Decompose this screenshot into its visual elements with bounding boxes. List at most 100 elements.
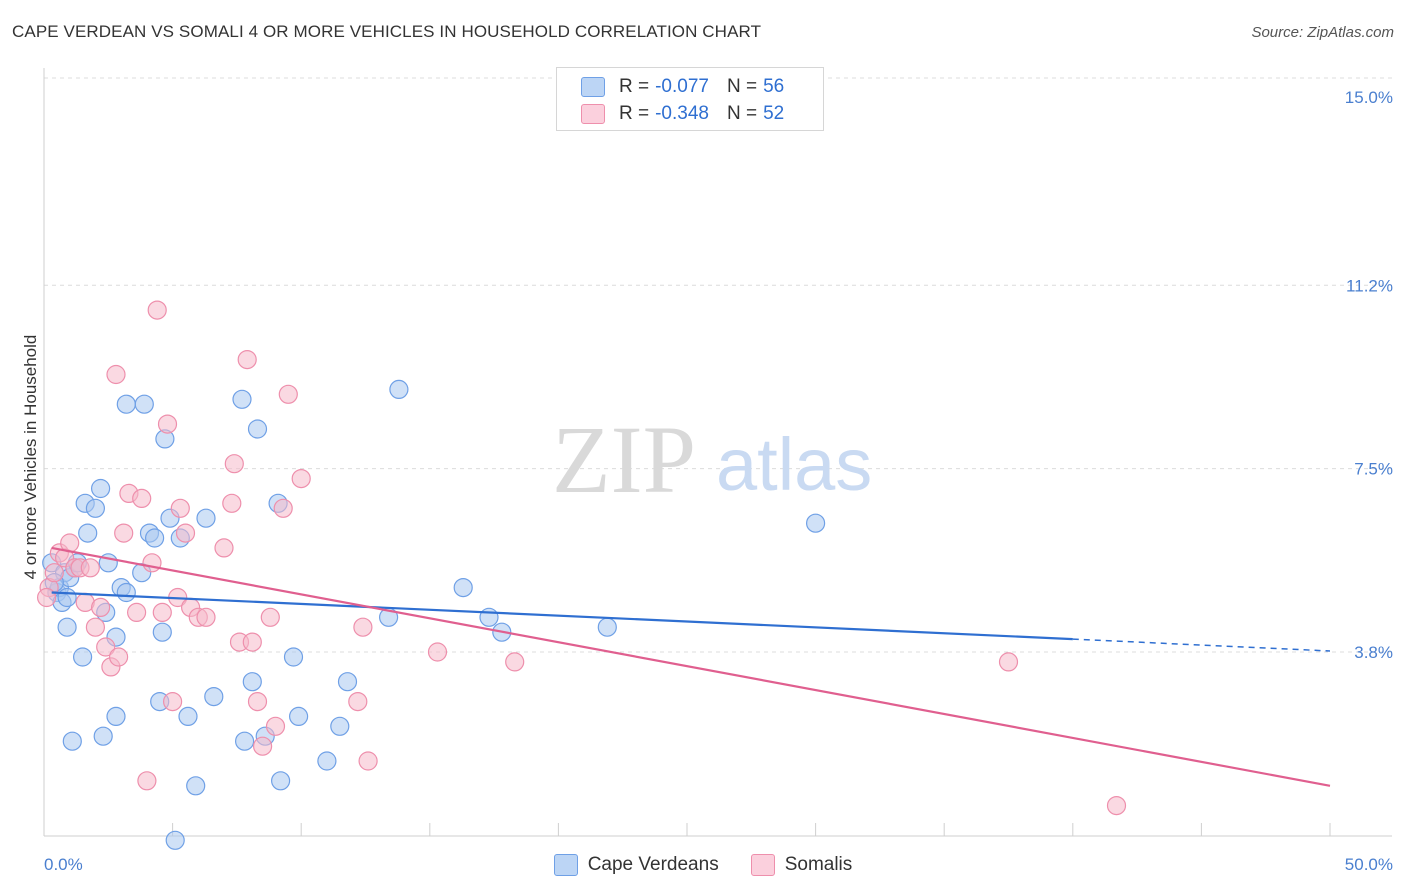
- data-point: [147, 300, 167, 320]
- data-point: [170, 498, 190, 518]
- data-point: [132, 488, 152, 508]
- series-legend: Cape Verdeans Somalis: [0, 852, 1406, 878]
- data-point: [44, 563, 64, 583]
- data-point: [242, 672, 262, 692]
- legend-item-cape-verdeans: Cape Verdeans: [553, 854, 719, 876]
- data-point: [283, 647, 304, 667]
- data-points: [36, 300, 1127, 850]
- legend-label: Cape Verdeans: [587, 854, 719, 875]
- data-point: [242, 632, 262, 652]
- data-point: [273, 498, 293, 518]
- n-value: 56: [763, 76, 785, 97]
- data-point: [289, 706, 309, 727]
- x-tick-label: 50.0%: [1345, 855, 1393, 874]
- data-point: [389, 379, 409, 399]
- data-point: [196, 508, 216, 528]
- data-point: [265, 716, 286, 736]
- watermark-zip: ZIP: [552, 406, 696, 513]
- data-point: [1106, 795, 1127, 816]
- trend-lines: [51, 546, 1331, 787]
- legend-swatch-blue: [581, 77, 605, 97]
- data-point: [72, 647, 93, 667]
- data-point: [222, 493, 242, 513]
- data-point: [163, 691, 183, 712]
- legend-row-cape-verdeans: R = -0.077 N = 56: [581, 75, 784, 99]
- legend-swatch-pink: [750, 854, 775, 876]
- data-point: [505, 652, 525, 672]
- data-point: [479, 607, 499, 627]
- y-tick-label: 15.0%: [1345, 88, 1393, 107]
- x-tick-label: 0.0%: [44, 855, 83, 874]
- data-point: [337, 672, 358, 692]
- data-point: [62, 731, 82, 751]
- data-point: [291, 469, 311, 489]
- data-point: [116, 394, 136, 414]
- data-point: [90, 478, 111, 499]
- data-point: [165, 830, 185, 850]
- data-point: [114, 523, 134, 543]
- data-point: [57, 587, 77, 608]
- data-point: [330, 716, 350, 736]
- data-point: [142, 553, 162, 573]
- data-point: [232, 389, 252, 409]
- data-point: [36, 587, 57, 608]
- data-point: [196, 607, 216, 627]
- trend-line-extension: [1072, 638, 1331, 652]
- legend-label: Somalis: [784, 854, 853, 875]
- data-point: [106, 706, 126, 727]
- y-tick-label: 11.2%: [1346, 276, 1393, 295]
- legend-row-somalis: R = -0.348 N = 52: [581, 102, 784, 126]
- data-point: [85, 498, 106, 518]
- data-point: [278, 384, 298, 404]
- data-point: [237, 350, 257, 370]
- data-point: [805, 513, 826, 533]
- y-axis-label: 4 or more Vehicles in Household: [21, 335, 40, 580]
- legend-item-somalis: Somalis: [750, 854, 853, 876]
- data-point: [253, 736, 273, 756]
- data-point: [96, 637, 116, 657]
- data-point: [134, 394, 154, 414]
- data-point: [453, 577, 473, 598]
- y-tick-label: 3.8%: [1354, 643, 1393, 662]
- tick-labels: 3.8% 7.5% 11.2% 15.0% 0.0% 50.0%: [44, 88, 1393, 874]
- source-label: Source: ZipAtlas.com: [1251, 24, 1394, 41]
- chart-title: CAPE VERDEAN VS SOMALI 4 OR MORE VEHICLE…: [12, 22, 762, 41]
- correlation-legend: R = -0.077 N = 56 R = -0.348 N = 52: [556, 67, 824, 131]
- data-point: [116, 582, 136, 603]
- data-point: [145, 528, 165, 548]
- data-point: [93, 726, 113, 746]
- data-point: [127, 602, 147, 623]
- data-point: [204, 686, 224, 707]
- data-point: [260, 607, 280, 627]
- watermark-atlas: atlas: [716, 423, 872, 506]
- n-label: N =: [726, 103, 758, 124]
- data-point: [353, 617, 373, 637]
- data-point: [85, 617, 106, 637]
- watermark: ZIP atlas: [552, 406, 872, 513]
- data-point: [152, 622, 172, 642]
- data-point: [80, 558, 100, 578]
- data-point: [178, 706, 198, 727]
- trend-line: [51, 591, 1073, 641]
- n-label: N =: [726, 76, 758, 97]
- data-point: [271, 771, 291, 791]
- data-point: [175, 523, 196, 543]
- data-point: [597, 617, 617, 637]
- data-point: [235, 731, 255, 751]
- data-point: [348, 691, 368, 712]
- data-point: [317, 751, 337, 771]
- data-point: [106, 364, 126, 385]
- r-label: R =: [619, 103, 650, 124]
- legend-swatch-pink: [581, 104, 605, 124]
- data-point: [152, 602, 172, 623]
- data-point: [186, 776, 206, 796]
- n-value: 52: [763, 103, 785, 124]
- r-label: R =: [619, 76, 650, 97]
- data-point: [157, 414, 178, 434]
- data-point: [137, 771, 157, 791]
- data-point: [214, 538, 234, 558]
- data-point: [247, 419, 268, 439]
- data-point: [57, 617, 77, 637]
- data-point: [108, 647, 129, 667]
